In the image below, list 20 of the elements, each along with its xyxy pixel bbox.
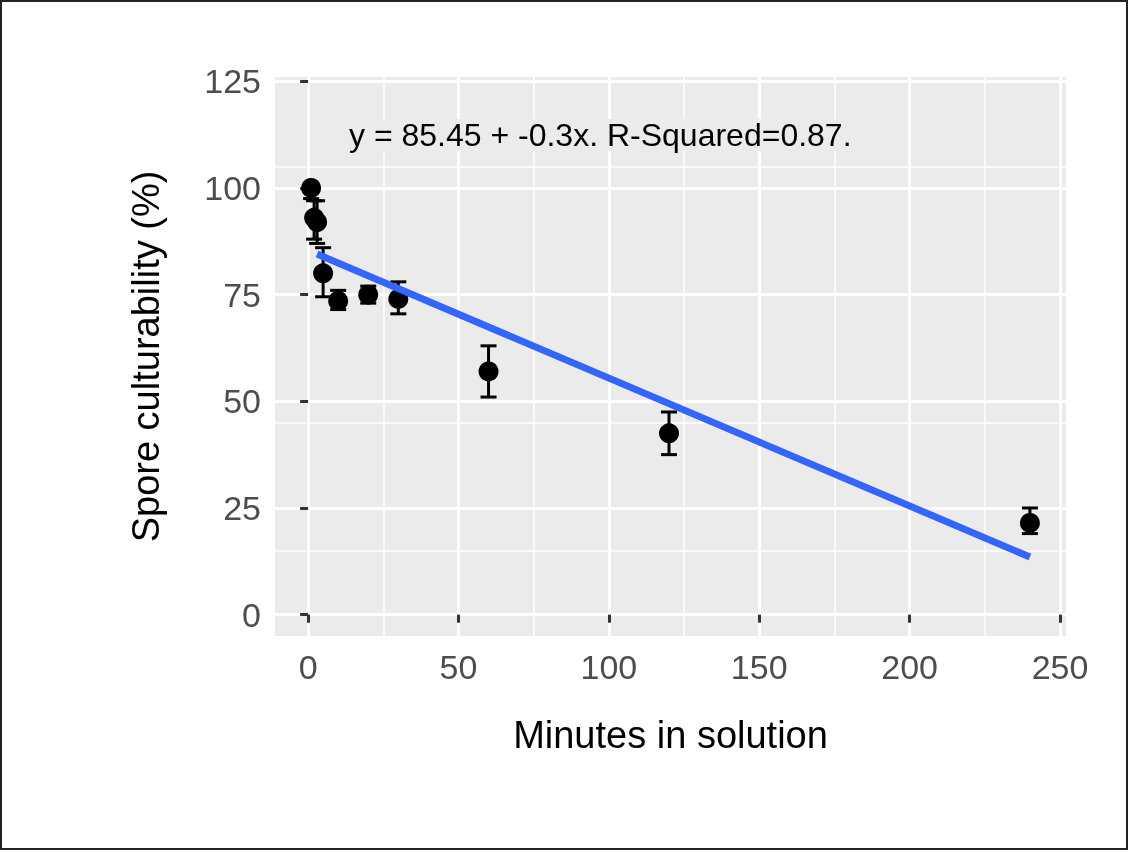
y-axis-title: Spore culturability (%)	[125, 170, 167, 543]
x-tick-label: 150	[730, 648, 788, 686]
point	[307, 212, 328, 233]
y-tick-label: 75	[223, 275, 261, 314]
x-axis-title: Minutes in solution	[513, 714, 828, 756]
x-tick-label: 200	[881, 648, 938, 686]
x-tick-label: 50	[439, 648, 478, 686]
x-tick-label: 0	[298, 648, 318, 686]
x-tick-label: 250	[1031, 648, 1089, 686]
point	[313, 263, 334, 284]
point	[1019, 512, 1040, 533]
annotation: y = 85.45 + -0.3x. R-Squared=0.87.	[349, 117, 852, 153]
point	[478, 361, 499, 382]
point	[659, 423, 679, 444]
y-tick-label: 50	[223, 382, 261, 421]
y-tick-label: 100	[204, 168, 261, 207]
x-tick-label: 100	[580, 648, 638, 686]
y-tick-label: 125	[204, 62, 261, 101]
y-tick-label: 25	[223, 488, 261, 527]
y-tick-label: 0	[242, 595, 261, 634]
